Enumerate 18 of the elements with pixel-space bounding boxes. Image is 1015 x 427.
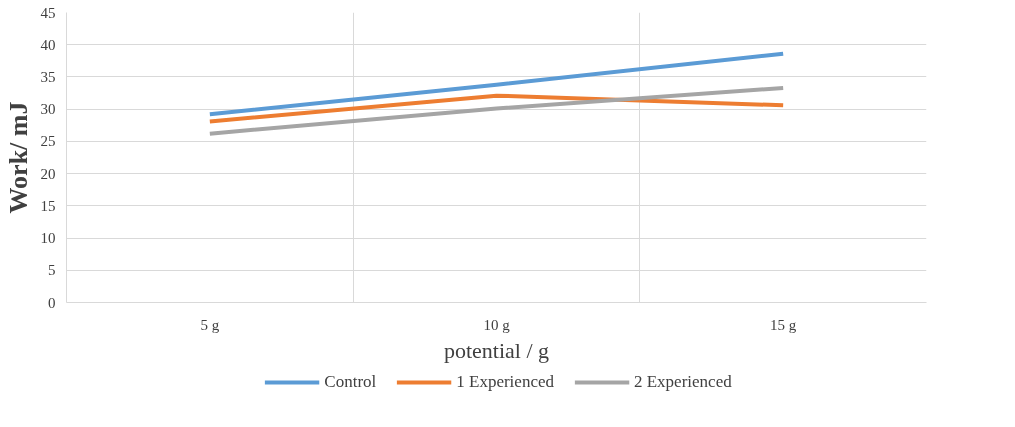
x-axis-title: potential / g bbox=[443, 337, 550, 363]
legend-label: 2 Experienced bbox=[633, 372, 732, 392]
x-tick-label: 5 g bbox=[200, 316, 220, 333]
y-tick-label: 30 bbox=[40, 101, 56, 118]
legend-label: Control bbox=[324, 372, 377, 392]
y-tick-label: 25 bbox=[40, 133, 56, 150]
y-tick-label: 5 bbox=[48, 262, 56, 279]
y-tick-label: 10 bbox=[40, 230, 56, 247]
y-tick-label: 0 bbox=[48, 294, 56, 311]
y-tick-label: 15 bbox=[40, 197, 56, 214]
y-tick-label: 45 bbox=[40, 4, 56, 21]
y-axis-title: Work/ mJ bbox=[3, 101, 33, 214]
x-tick-label: 15 g bbox=[770, 316, 797, 333]
x-tick-label: 10 g bbox=[483, 316, 511, 333]
y-tick-label: 40 bbox=[40, 36, 56, 53]
y-tick-label: 20 bbox=[40, 165, 56, 182]
y-tick-label: 35 bbox=[40, 68, 56, 85]
legend-label: 1 Experienced bbox=[456, 372, 554, 392]
